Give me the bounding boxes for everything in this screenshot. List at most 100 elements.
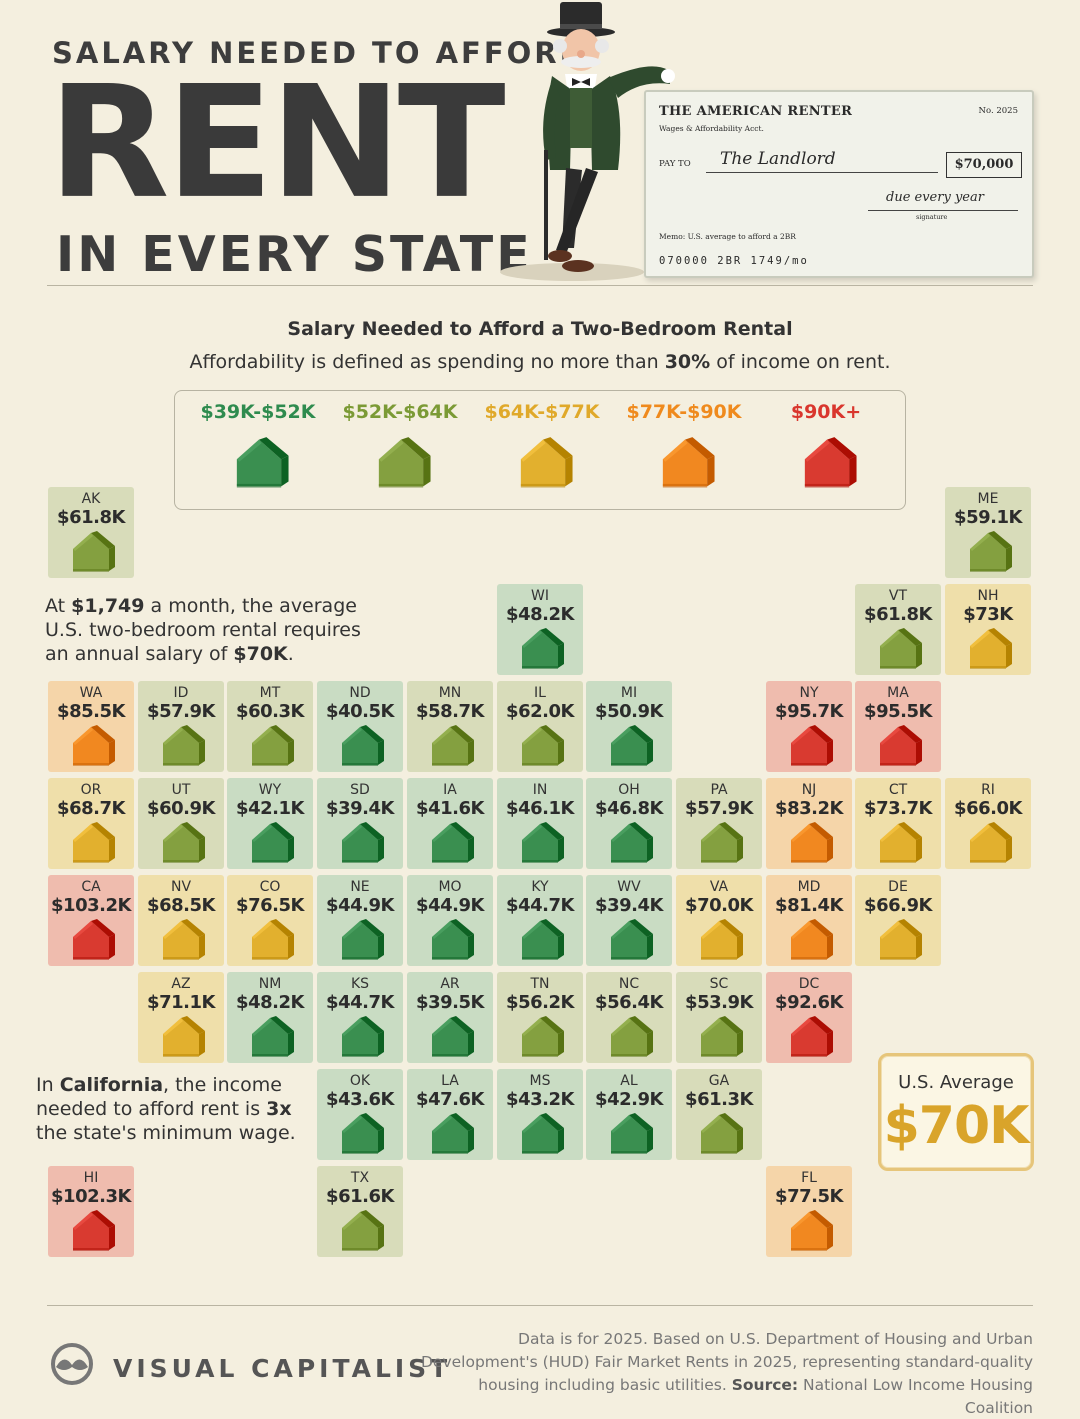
house-icon xyxy=(701,822,743,863)
house-icon xyxy=(522,919,564,960)
state-abbr: SC xyxy=(709,976,729,992)
house-icon xyxy=(342,1210,384,1251)
house-icon xyxy=(73,531,115,572)
state-value: $43.2K xyxy=(506,1089,574,1110)
us-average-value: $70K xyxy=(883,1096,1030,1156)
state-abbr: IN xyxy=(532,782,548,798)
state-abbr: KY xyxy=(531,879,549,895)
state-tile-co: CO $76.5K xyxy=(227,875,313,966)
state-value: $42.1K xyxy=(236,798,304,819)
state-abbr: AL xyxy=(620,1073,638,1089)
house-icon xyxy=(970,628,1012,669)
house-icon xyxy=(880,725,922,766)
state-value: $39.4K xyxy=(595,895,663,916)
state-abbr: CO xyxy=(259,879,281,895)
legend-house xyxy=(369,431,433,495)
state-value: $42.9K xyxy=(595,1089,663,1110)
state-tile-tx: TX $61.6K xyxy=(317,1166,403,1257)
state-abbr: UT xyxy=(171,782,191,798)
house-icon xyxy=(880,628,922,669)
state-tile-wi: WI $48.2K xyxy=(497,584,583,675)
state-abbr: PA xyxy=(710,782,728,798)
state-abbr: NJ xyxy=(801,782,817,798)
state-value: $48.2K xyxy=(506,604,574,625)
state-abbr: MT xyxy=(259,685,281,701)
state-tile-fl: FL $77.5K xyxy=(766,1166,852,1257)
source-text: Data is for 2025. Based on U.S. Departme… xyxy=(421,1330,1033,1394)
state-abbr: OK xyxy=(349,1073,371,1089)
house-icon xyxy=(880,822,922,863)
note-bold: $1,749 xyxy=(71,595,145,617)
state-abbr: RI xyxy=(981,782,995,798)
state-value: $44.7K xyxy=(506,895,574,916)
state-tile-oh: OH $46.8K xyxy=(586,778,672,869)
state-value: $43.6K xyxy=(326,1089,394,1110)
state-value: $56.4K xyxy=(595,992,663,1013)
state-abbr: NY xyxy=(799,685,819,701)
check-account: Wages & Affordability Acct. xyxy=(659,124,764,133)
state-value: $71.1K xyxy=(147,992,215,1013)
state-value: $48.2K xyxy=(236,992,304,1013)
legend-label: $77K-$90K xyxy=(626,401,742,423)
state-value: $66.0K xyxy=(954,798,1022,819)
state-tile-ar: AR $39.5K xyxy=(407,972,493,1063)
state-tile-ut: UT $60.9K xyxy=(138,778,224,869)
state-value: $44.9K xyxy=(326,895,394,916)
state-tile-dc: DC $92.6K xyxy=(766,972,852,1063)
description-text: Affordability is defined as spending no … xyxy=(189,351,665,373)
house-icon xyxy=(342,1016,384,1057)
legend-item: $39K-$52K xyxy=(185,391,331,511)
state-tile-sc: SC $53.9K xyxy=(676,972,762,1063)
state-value: $58.7K xyxy=(416,701,484,722)
state-abbr: IA xyxy=(443,782,457,798)
house-icon xyxy=(236,437,289,488)
state-value: $66.9K xyxy=(864,895,932,916)
house-icon xyxy=(73,725,115,766)
state-value: $83.2K xyxy=(775,798,843,819)
footer-divider xyxy=(47,1305,1033,1306)
state-value: $46.1K xyxy=(506,798,574,819)
state-value: $60.3K xyxy=(236,701,304,722)
house-icon xyxy=(791,1210,833,1251)
state-abbr: AK xyxy=(81,491,101,507)
state-value: $61.8K xyxy=(864,604,932,625)
house-icon xyxy=(522,628,564,669)
state-abbr: NM xyxy=(258,976,282,992)
check-signature: due every year xyxy=(886,190,984,205)
state-abbr: OR xyxy=(80,782,102,798)
state-value: $102.3K xyxy=(51,1186,131,1207)
state-value: $61.6K xyxy=(326,1186,394,1207)
us-average-label: U.S. Average xyxy=(898,1072,1014,1093)
source-label: Source: xyxy=(731,1376,799,1394)
state-tile-va: VA $70.0K xyxy=(676,875,762,966)
check-payee: The Landlord xyxy=(720,149,836,169)
state-tile-tn: TN $56.2K xyxy=(497,972,583,1063)
state-abbr: ID xyxy=(173,685,189,701)
state-value: $61.3K xyxy=(685,1089,753,1110)
state-abbr: HI xyxy=(83,1170,99,1186)
state-tile-wv: WV $39.4K xyxy=(586,875,672,966)
house-icon xyxy=(611,725,653,766)
state-tile-nj: NJ $83.2K xyxy=(766,778,852,869)
state-value: $92.6K xyxy=(775,992,843,1013)
state-value: $44.9K xyxy=(416,895,484,916)
state-value: $68.7K xyxy=(57,798,125,819)
state-abbr: NV xyxy=(170,879,192,895)
state-tile-ms: MS $43.2K xyxy=(497,1069,583,1160)
note-bold: 3x xyxy=(266,1098,292,1120)
house-icon xyxy=(342,1113,384,1154)
state-value: $85.5K xyxy=(57,701,125,722)
legend-house xyxy=(511,431,575,495)
state-value: $56.2K xyxy=(506,992,574,1013)
check-card: THE AMERICAN RENTER Wages & Affordabilit… xyxy=(644,90,1034,278)
house-icon xyxy=(73,919,115,960)
house-icon xyxy=(791,1016,833,1057)
house-icon xyxy=(342,919,384,960)
house-icon xyxy=(163,822,205,863)
state-tile-ky: KY $44.7K xyxy=(497,875,583,966)
brand-name: VISUAL CAPITALIST xyxy=(113,1354,452,1383)
state-abbr: MI xyxy=(620,685,638,701)
description-text-end: of income on rent. xyxy=(710,351,891,373)
state-tile-in: IN $46.1K xyxy=(497,778,583,869)
state-tile-la: LA $47.6K xyxy=(407,1069,493,1160)
